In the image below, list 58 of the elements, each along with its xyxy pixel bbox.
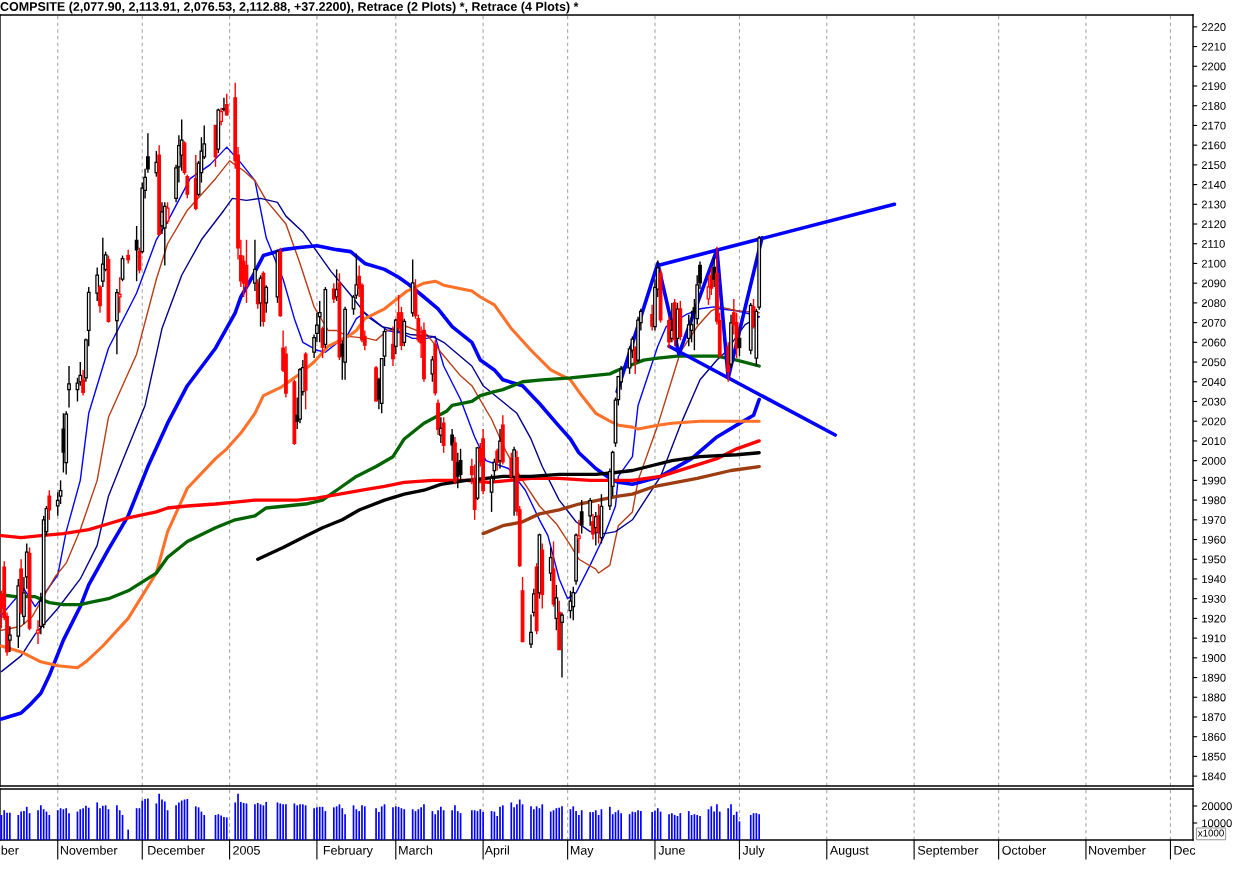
y-tick-label: 2150 (1201, 161, 1226, 169)
y-tick-label: 2030 (1201, 397, 1226, 406)
y-tick-label: 1850 (1202, 752, 1226, 761)
x-tick-label: September (917, 845, 979, 858)
x-tick-label: April (484, 845, 509, 858)
y-tick-label: 1900 (1202, 654, 1226, 662)
y-tick-label: 2090 (1201, 279, 1226, 288)
y-tick-label: 10000 (1202, 819, 1232, 828)
y-tick-label: 1950 (1202, 555, 1226, 564)
y-tick-label: 1890 (1202, 673, 1226, 682)
y-tick-label: 1870 (1202, 713, 1226, 722)
x-tick-label: October (1002, 845, 1047, 855)
y-tick-label: 1880 (1202, 693, 1226, 702)
y-tick-label: 1920 (1202, 614, 1226, 623)
x-tick-label: July (742, 845, 765, 858)
x-tick-label: March (399, 845, 433, 855)
x-tick-label: December (148, 845, 205, 855)
y-tick-label: 2100 (1201, 259, 1226, 268)
x-tick-label: November (1089, 845, 1146, 855)
x-tick-label: May (570, 846, 594, 858)
y-tick-label: 2060 (1201, 338, 1226, 347)
chart-title: COMPSITE (2,077.90, 2,113.91, 2,076.53, 2,112.88, +37.2200), Retrace (2 Plots) *, Retrace (4 Plots) * (0, 1, 579, 14)
x-tick-label: Dec (1174, 846, 1196, 855)
y-tick-label: 2130 (1201, 200, 1226, 209)
y-tick-label: 1840 (1202, 772, 1226, 781)
x-tick-label: June (658, 846, 685, 855)
y-tick-label: 2010 (1201, 437, 1226, 446)
y-tick-label: 2170 (1201, 121, 1226, 130)
y-tick-label: 1910 (1202, 634, 1226, 643)
y-tick-label: 2220 (1201, 23, 1226, 31)
x-tick-label: ber (1, 845, 19, 855)
y-tick-label: 2160 (1201, 141, 1226, 150)
y-tick-label: 2040 (1201, 378, 1226, 386)
y-tick-label: 2000 (1201, 456, 1226, 465)
y-tick-label: 1860 (1202, 732, 1226, 741)
y-tick-label: 1940 (1202, 575, 1226, 584)
x-tick-label: February (323, 845, 373, 858)
y-tick-label: 20000 (1201, 802, 1232, 811)
y-tick-label: 2180 (1201, 101, 1226, 110)
y-tick-label: 1990 (1202, 476, 1226, 485)
y-tick-label: 2120 (1201, 220, 1226, 229)
x-tick-label: November (60, 845, 118, 855)
y-axis-title: x1000 (1197, 829, 1224, 837)
y-tick-label: 2080 (1201, 299, 1226, 308)
y-tick-label: 1970 (1202, 516, 1226, 524)
y-tick-label: 2050 (1201, 358, 1226, 367)
x-tick-label: August (829, 846, 869, 858)
y-tick-label: 2190 (1201, 82, 1226, 91)
y-tick-label: 1980 (1202, 496, 1226, 505)
y-tick-label: 1960 (1202, 535, 1226, 544)
y-tick-label: 2020 (1201, 417, 1226, 426)
y-tick-label: 2200 (1201, 62, 1226, 71)
y-tick-label: 2140 (1201, 180, 1226, 189)
y-tick-label: 2210 (1201, 42, 1226, 51)
y-tick-label: 2110 (1201, 240, 1225, 248)
y-tick-label: 1930 (1202, 594, 1226, 603)
y-tick-label: 2070 (1201, 318, 1226, 327)
x-tick-label: 2005 (233, 845, 260, 855)
